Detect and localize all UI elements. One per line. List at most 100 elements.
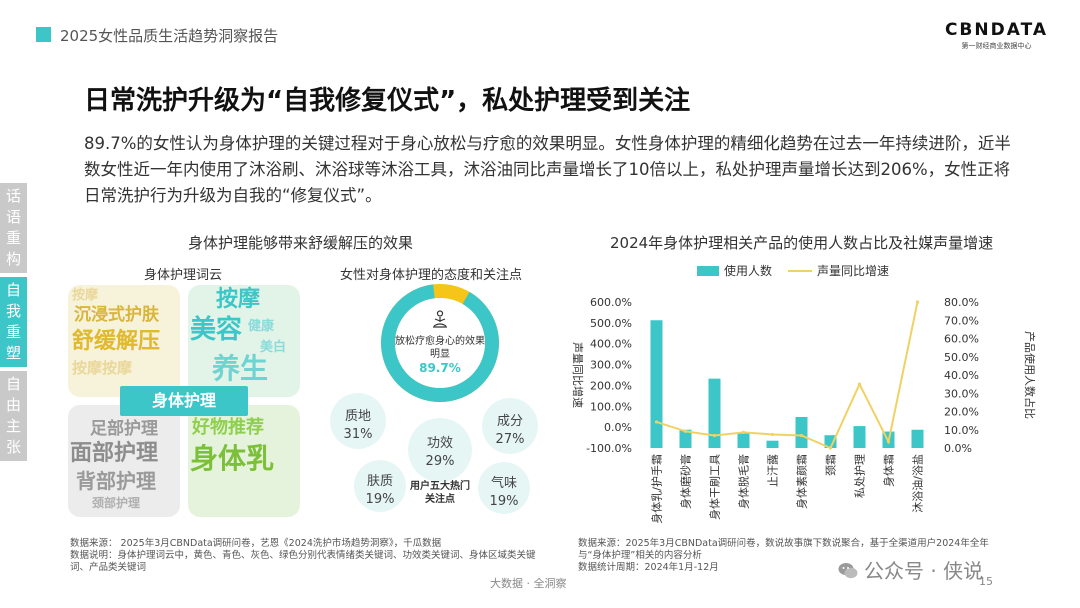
donut-label: 放松疗愈身心的效果明显 [395,336,485,360]
y-tick-left: 0.0% [604,421,632,434]
growth-point-8 [886,440,891,444]
growth-point-1 [683,429,688,433]
y-tick-right: 50.0% [944,351,979,364]
cbndata-logo: CBNDATA 第一财经商业数据中心 [945,20,1048,51]
logo-sub-text: 第一财经商业数据中心 [961,42,1032,50]
x-tick-label: 身体干刷工具 [708,454,722,520]
y-tick-left: -100.0% [586,442,632,455]
growth-point-6 [828,446,833,450]
cloud-word: 身体乳 [190,442,275,475]
bar-0 [650,320,663,448]
page-title: 日常洗护升级为“自我修复仪式”，私处护理受到关注 [84,86,691,116]
y-tick-right: 40.0% [944,369,979,382]
footer-slogan: 大数据 · 全洞察 [490,577,567,590]
bubble-value: 27% [495,432,525,447]
y-tick-left: 400.0% [590,338,632,351]
bubble-scent: 气味 19% [478,462,530,514]
bubble-ingredient: 成分 27% [482,398,538,454]
y-axis-title-right: 产品使用人数占比 [1023,331,1037,419]
cloud-word: 好物推荐 [192,417,264,438]
word-cloud-title: 身体护理词云 [144,268,223,283]
bar-7 [853,426,866,448]
side-tab-0[interactable]: 话语重构 [0,183,27,273]
side-tabs: 话语重构自我重塑自由主张 [0,183,27,465]
growth-point-9 [915,300,920,304]
x-tick-label: 颈霜 [825,454,838,476]
header-accent-square [36,27,51,42]
y-tick-left: 500.0% [590,317,632,330]
x-tick-label: 身体磨砂膏 [679,454,693,509]
bar-1 [679,429,692,448]
right-source-note: 数据来源：2025年3月CBNData调研问卷，数说故事旗下数说聚合，基于全渠道… [578,538,1008,574]
growth-point-3 [741,430,746,434]
chart-title: 2024年身体护理相关产品的使用人数占比及社媒声量增速 [610,234,994,252]
cloud-word: 背部护理 [76,469,156,493]
x-tick-label: 私处护理 [853,454,867,498]
y-tick-left: 200.0% [590,379,632,392]
note-line: 数据来源： 2025年3月CBNData调研问卷，艺恩《2024洗护市场趋势洞察… [70,538,442,549]
cloud-word: 美白 [260,340,287,355]
meditation-icon [433,310,447,328]
attitude-donut: 放松疗愈身心的效果明显 89.7% [380,283,500,403]
cloud-word: 颈部护理 [92,496,141,510]
cloud-quadrant-efficacy: 按摩 美容 健康 美白 养生 [188,285,300,397]
cloud-word: 面部护理 [70,441,159,466]
x-tick-label: 身体乳/护手霜 [650,454,664,524]
y-tick-right: 60.0% [944,333,979,346]
side-tab-2[interactable]: 自由主张 [0,371,27,461]
y-tick-right: 80.0% [944,296,979,309]
y-tick-right: 0.0% [944,442,972,455]
combo-chart: 使用人数 声量同比增速 -100.0% 0.0% 100.0% 200.0% 300.0% 4… [571,263,1037,524]
bar-2 [708,378,721,448]
page-description: 89.7%的女性认为身体护理的关键过程对于身心放松与疗愈的效果明显。女性身体护理… [84,134,1011,205]
cloud-quadrant-emotion: 沉浸式护肤 舒缓解压 按摩 按摩按摩 [68,285,180,397]
bubble-value: 19% [489,494,519,509]
x-tick-label: 身体霜 [882,454,896,487]
note-line: 数据说明：身体护理词云中，黄色、青色、灰色、绿色分别代表情绪类关键词、功效类关键… [70,550,536,573]
growth-line [656,301,919,450]
wechat-icon [838,563,858,579]
bar-3 [737,433,750,448]
bubble-label: 质地 [344,409,371,424]
bubble-efficacy: 功效 29% [408,418,472,482]
side-tab-1[interactable]: 自我重塑 [0,277,27,367]
bubble-value: 31% [343,427,373,442]
y-tick-right: 30.0% [944,387,979,400]
cloud-word: 按摩 [216,287,261,312]
cloud-word: 养生 [212,352,269,385]
growth-point-7 [857,382,862,386]
report-title: 2025女性品质生活趋势洞察报告 [60,27,279,45]
x-tick-label: 沐浴油/浴盐 [911,454,925,513]
note-line: 数据统计周期：2024年1月-12月 [578,562,719,573]
y-tick-right: 20.0% [944,406,979,419]
cloud-quadrant-product: 好物推荐 身体乳 [188,405,300,517]
cloud-word: 足部护理 [90,419,158,439]
left-section-title: 身体护理能够带来舒缓解压的效果 [188,234,414,252]
legend-swatch-bar [697,266,719,276]
y-tick-left: 100.0% [590,400,632,413]
x-tick-label: 身体脱毛膏 [737,454,751,509]
logo-main-text: CBNDATA [944,20,1048,40]
y-tick-right: 70.0% [944,314,979,327]
bubble-value: 29% [425,454,455,469]
growth-point-4 [770,432,775,437]
growth-point-5 [799,433,804,438]
page-number: 15 [979,575,993,588]
chart-legend: 使用人数 声量同比增速 [697,263,889,278]
donut-value: 89.7% [419,361,461,375]
donut-ring [381,284,499,402]
x-tick-label: 止汗露 [767,454,780,487]
y-axis-title-left: 声量同比增速 [571,342,585,408]
bar-6 [824,435,837,448]
cloud-word: 美容 [190,315,243,345]
donut-center: 放松疗愈身心的效果明显 89.7% [395,298,485,388]
bubble-label: 功效 [426,436,453,451]
y-tick-left: 300.0% [590,359,632,372]
growth-point-2 [712,433,717,438]
cloud-word: 按摩按摩 [72,359,133,377]
growth-point-0 [654,420,659,424]
left-source-note: 数据来源： 2025年3月CBNData调研问卷，艺恩《2024洗护市场趋势洞察… [70,538,540,574]
bubble-label: 气味 [490,476,517,491]
bar-4 [766,440,779,448]
cloud-word: 沉浸式护肤 [74,305,159,325]
